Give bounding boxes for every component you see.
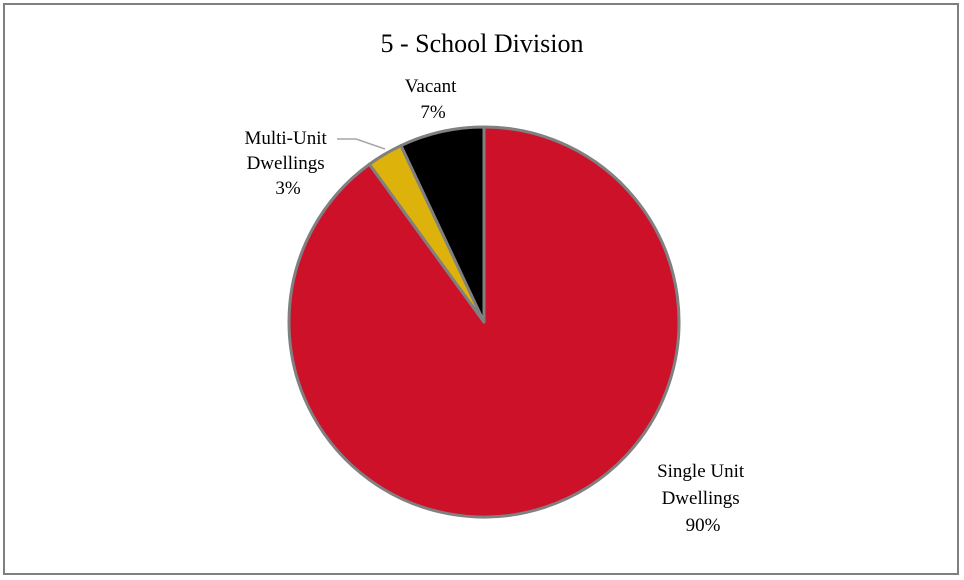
pie-slice-vacant xyxy=(399,125,486,324)
slice-label-single-unit: Single Unit Dwellings 90% xyxy=(657,461,749,536)
slice-label-vacant-percent: 7% xyxy=(420,102,446,123)
slice-label-vacant-line1: Vacant xyxy=(405,76,457,97)
slice-label-single-unit-percent: 90% xyxy=(686,515,721,536)
multi-unit-leader-line xyxy=(337,138,386,150)
chart-title: 5 - School Division xyxy=(381,29,584,58)
slice-label-multi-unit-percent: 3% xyxy=(275,178,301,199)
slice-label-vacant: Vacant 7% xyxy=(405,76,461,123)
slice-label-single-unit-line2: Dwellings xyxy=(662,488,740,509)
slice-label-multi-unit-line1: Multi-Unit xyxy=(244,128,327,149)
slice-label-multi-unit: Multi-Unit Dwellings 3% xyxy=(244,128,331,199)
slice-label-single-unit-line1: Single Unit xyxy=(657,461,745,482)
slice-label-multi-unit-line2: Dwellings xyxy=(247,153,325,174)
